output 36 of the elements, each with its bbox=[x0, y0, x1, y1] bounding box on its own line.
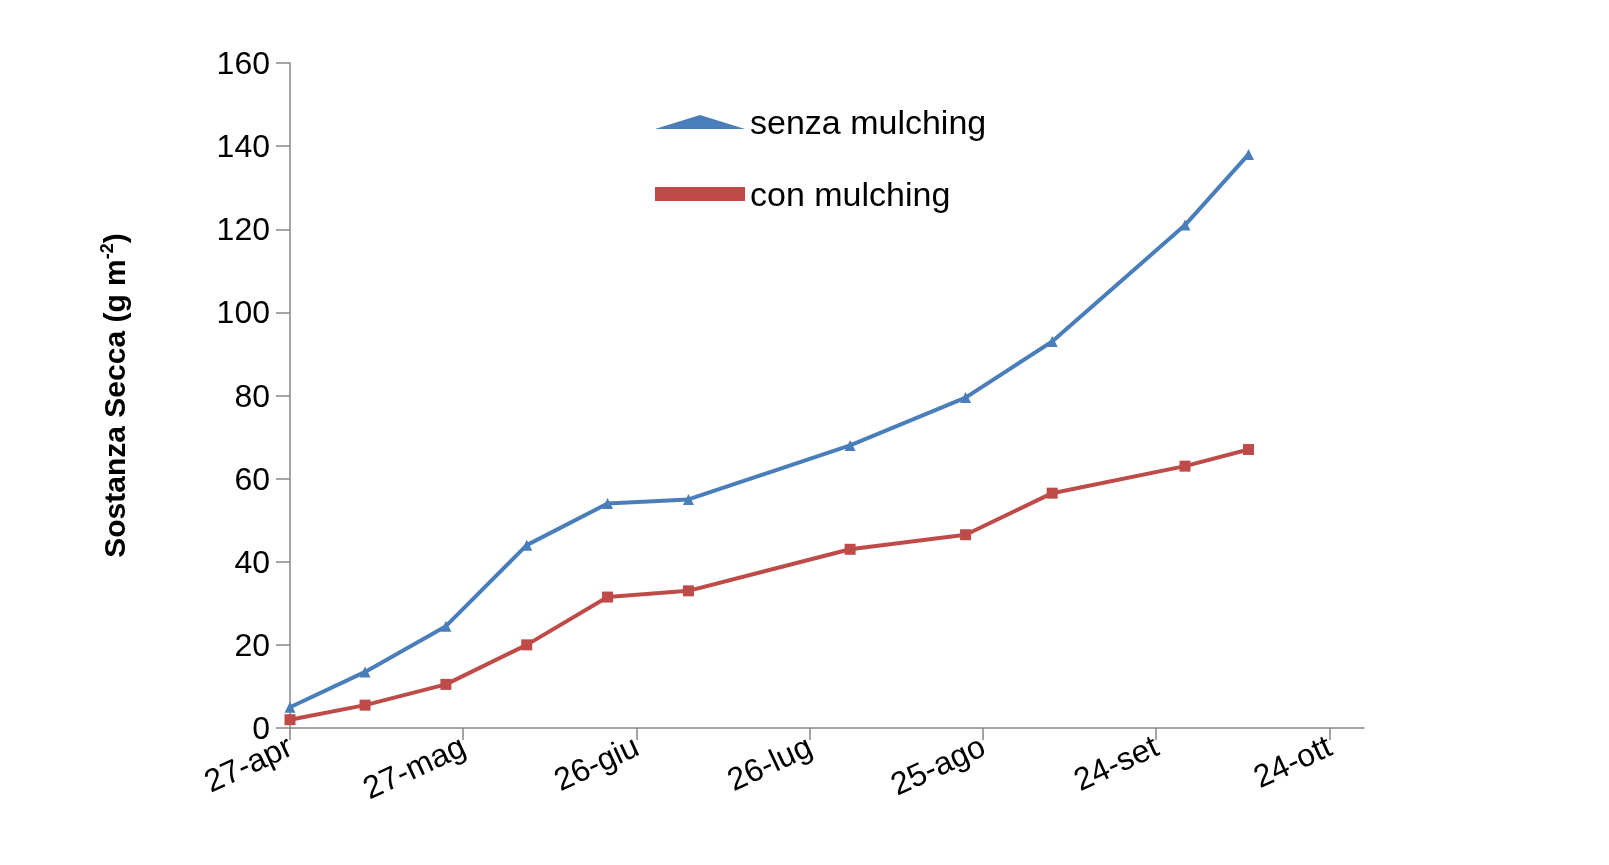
point bbox=[960, 392, 972, 404]
y-tick-label: 80 bbox=[234, 377, 270, 414]
x-tick-label: 25-ago bbox=[885, 727, 991, 803]
point bbox=[440, 620, 452, 632]
point bbox=[682, 493, 694, 505]
point bbox=[440, 678, 452, 690]
point bbox=[602, 498, 614, 510]
point bbox=[284, 714, 296, 726]
point bbox=[359, 666, 371, 678]
x-tick-label: 26-lug bbox=[721, 727, 818, 798]
y-tick-label: 0 bbox=[252, 710, 270, 746]
y-tick-label: 160 bbox=[216, 45, 270, 81]
point bbox=[1046, 335, 1058, 347]
point bbox=[284, 701, 296, 713]
legend-label: senza mulching bbox=[750, 103, 987, 141]
y-tick-label: 40 bbox=[234, 543, 270, 580]
point bbox=[521, 639, 533, 651]
y-tick-label: 100 bbox=[216, 294, 270, 331]
legend-label: con mulching bbox=[750, 175, 951, 213]
y-tick-label: 20 bbox=[234, 626, 270, 663]
point bbox=[1046, 487, 1058, 499]
y-tick-label: 140 bbox=[216, 128, 270, 165]
point bbox=[359, 699, 371, 711]
x-tick-label: 24-set bbox=[1067, 727, 1164, 798]
y-tick-label: 120 bbox=[216, 211, 270, 248]
point bbox=[682, 585, 694, 597]
point bbox=[844, 439, 856, 451]
y-tick-label: 60 bbox=[234, 460, 270, 497]
point bbox=[960, 529, 972, 541]
x-tick-label: 24-ott bbox=[1247, 727, 1338, 795]
x-tick-label: 26-giu bbox=[548, 727, 645, 798]
y-axis-title: Sostanza Secca (g m-2) bbox=[97, 233, 131, 558]
point bbox=[1179, 460, 1191, 472]
point bbox=[1243, 444, 1255, 456]
point bbox=[602, 591, 614, 603]
point bbox=[844, 543, 856, 555]
